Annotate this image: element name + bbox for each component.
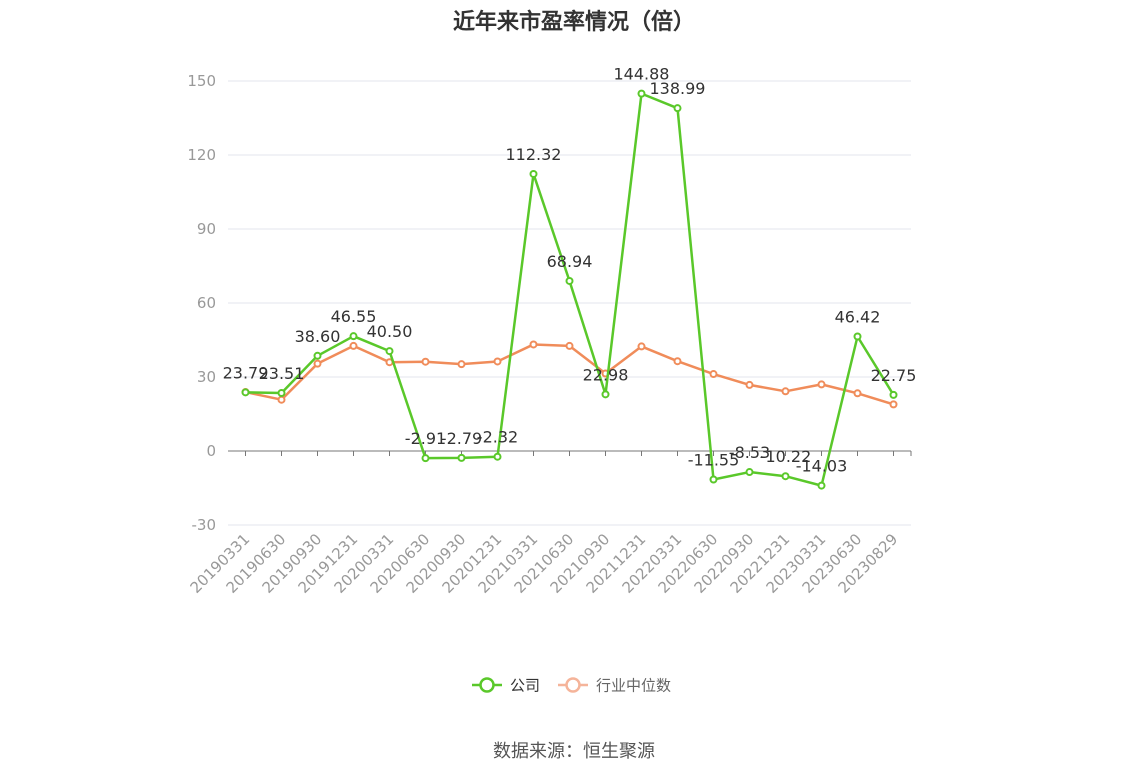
- data-point: [745, 380, 754, 389]
- data-label: -2.91: [405, 429, 446, 448]
- data-point: [817, 481, 826, 490]
- data-label: 46.55: [331, 307, 377, 326]
- data-label: 68.94: [547, 252, 593, 271]
- data-point: [565, 341, 574, 350]
- y-tick-label: 120: [187, 146, 216, 164]
- data-label: 144.88: [614, 65, 670, 84]
- data-label: 112.32: [506, 145, 562, 164]
- data-point: [529, 340, 538, 349]
- legend-marker: [565, 677, 581, 693]
- data-label: 23.51: [259, 364, 305, 383]
- y-tick-label: 60: [197, 294, 216, 312]
- data-point: [673, 357, 682, 366]
- data-label: 23.79: [223, 363, 269, 382]
- data-point: [889, 390, 898, 399]
- y-tick-label: 30: [197, 368, 216, 386]
- data-point: [421, 454, 430, 463]
- y-tick-label: 90: [197, 220, 216, 238]
- data-label: 22.75: [871, 366, 917, 385]
- data-point: [493, 357, 502, 366]
- data-point: [817, 380, 826, 389]
- series-line-1: [245, 343, 894, 406]
- legend-item-1[interactable]: 行业中位数: [558, 677, 671, 695]
- data-label: -2.79: [441, 429, 482, 448]
- data-label: 40.50: [367, 322, 413, 341]
- legend-label: 行业中位数: [596, 677, 671, 695]
- data-point: [313, 359, 322, 368]
- data-point: [277, 395, 286, 404]
- data-label: 46.42: [835, 307, 881, 326]
- data-point: [457, 453, 466, 462]
- data-point: [457, 360, 466, 369]
- legend-item-0[interactable]: 公司: [472, 677, 540, 695]
- y-tick-label: 0: [206, 442, 216, 460]
- data-point: [637, 342, 646, 351]
- y-tick-label: -30: [192, 516, 217, 534]
- data-point: [781, 472, 790, 481]
- data-label: 22.98: [583, 365, 629, 384]
- data-point: [349, 341, 358, 350]
- data-point: [241, 388, 250, 397]
- data-label: -11.55: [688, 450, 740, 469]
- data-point: [709, 475, 718, 484]
- data-point: [853, 332, 862, 341]
- series-line-0: [245, 92, 895, 487]
- legend-label: 公司: [510, 677, 540, 695]
- series-lines: [241, 89, 898, 490]
- data-label: 138.99: [650, 79, 706, 98]
- legend[interactable]: 公司 行业中位数: [472, 677, 671, 695]
- data-label: -8.53: [729, 443, 770, 462]
- grid-lines: [228, 80, 911, 526]
- data-label: 38.60: [295, 327, 341, 346]
- data-point: [601, 390, 610, 399]
- data-point: [637, 89, 646, 98]
- data-point: [349, 332, 358, 341]
- y-axis: 150 120 90 60 30 0 -30: [187, 72, 216, 534]
- data-point: [421, 357, 430, 366]
- data-point: [313, 351, 322, 360]
- data-point: [673, 104, 682, 113]
- y-tick-label: 150: [187, 72, 216, 90]
- data-point: [493, 452, 502, 461]
- data-label: -10.22: [760, 447, 812, 466]
- data-point: [853, 389, 862, 398]
- legend-marker: [479, 677, 495, 693]
- data-point: [745, 468, 754, 477]
- data-point: [889, 400, 898, 409]
- data-point: [709, 370, 718, 379]
- data-point: [529, 169, 538, 178]
- data-point: [565, 276, 574, 285]
- data-label: -14.03: [796, 457, 848, 476]
- data-point: [781, 387, 790, 396]
- data-source: 数据来源：恒生聚源: [493, 741, 655, 762]
- data-point: [277, 389, 286, 398]
- data-point: [385, 347, 394, 356]
- chart-title: 近年来市盈率情况（倍）: [452, 10, 695, 35]
- data-label: -2.32: [477, 428, 518, 447]
